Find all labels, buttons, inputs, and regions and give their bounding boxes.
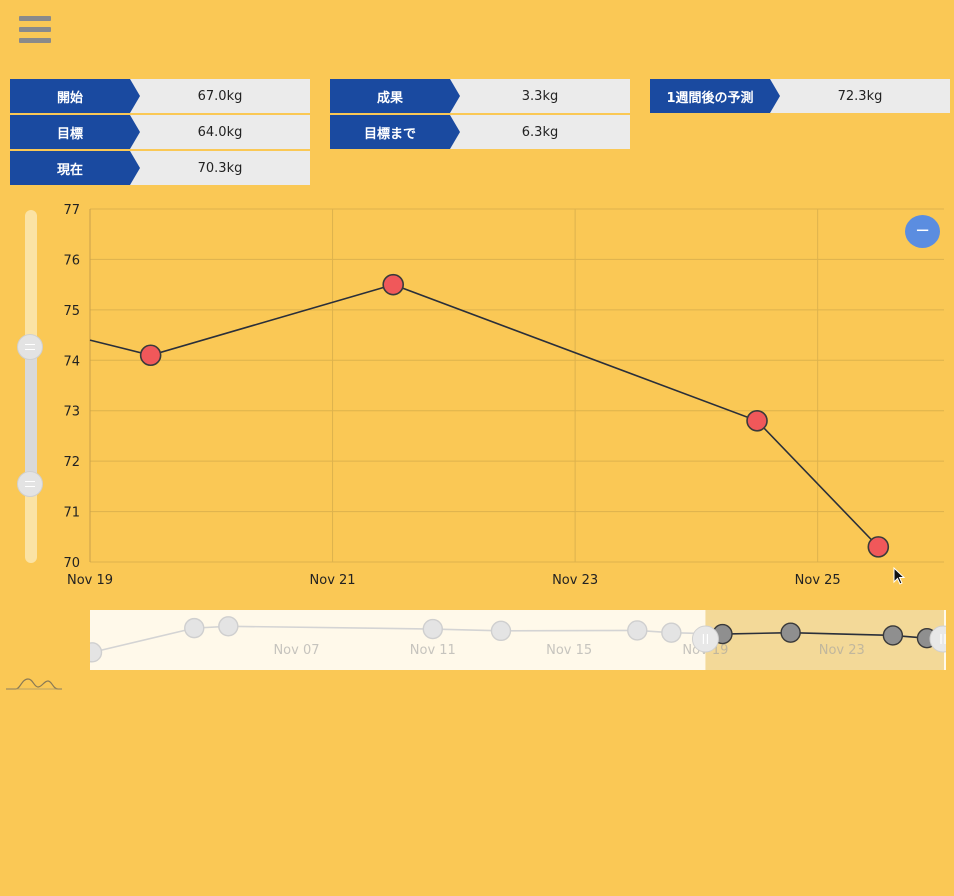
y-range-lower-handle[interactable] <box>17 471 43 497</box>
x-tick-label: Nov 23 <box>552 573 598 588</box>
navigator-tick-label: Nov 07 <box>273 643 319 658</box>
x-tick-label: Nov 19 <box>67 573 113 588</box>
y-tick-label: 72 <box>63 455 80 470</box>
stat-label: 目標まで <box>330 115 460 149</box>
mouse-cursor-icon <box>893 567 906 585</box>
stat-value: 3.3kg <box>450 79 630 113</box>
y-tick-label: 75 <box>63 304 80 319</box>
navigator-point <box>627 620 648 641</box>
y-range-slider[interactable] <box>17 210 43 563</box>
zoom-out-button[interactable]: − <box>905 215 940 248</box>
y-range-selection <box>25 347 37 484</box>
data-point-marker[interactable] <box>867 536 890 558</box>
navigator-left-handle[interactable] <box>691 625 719 653</box>
stat-label: 目標 <box>10 115 140 149</box>
data-point-marker[interactable] <box>746 410 768 432</box>
mini-chart-icon[interactable] <box>6 676 62 692</box>
y-tick-label: 73 <box>63 405 80 420</box>
stat-goal: 目標 64.0kg <box>10 115 310 149</box>
navigator-point <box>422 618 443 640</box>
navigator-point <box>218 616 239 637</box>
stat-forecast: 1週間後の予測 72.3kg <box>650 79 950 113</box>
y-range-upper-handle[interactable] <box>17 334 43 360</box>
navigator-chart[interactable]: Nov 07 Nov 11 Nov 15 Nov 19 Nov 23 <box>90 608 946 672</box>
navigator-right-handle[interactable] <box>929 625 946 653</box>
y-tick-label: 74 <box>63 354 80 369</box>
stat-label: 開始 <box>10 79 140 113</box>
stat-to-goal: 目標まで 6.3kg <box>330 115 630 149</box>
navigator-point-selected <box>882 625 904 646</box>
data-point-marker[interactable] <box>139 344 162 367</box>
y-tick-label: 71 <box>63 506 80 521</box>
navigator-tick-label: Nov 23 <box>819 643 865 658</box>
stat-start: 開始 67.0kg <box>10 79 310 113</box>
hamburger-menu-icon[interactable] <box>19 16 51 48</box>
navigator-point-selected <box>780 622 801 643</box>
stat-value: 67.0kg <box>130 79 310 113</box>
navigator-selected-range[interactable] <box>705 610 944 670</box>
navigator-point <box>490 620 512 642</box>
navigator-point <box>90 642 103 663</box>
navigator-tick-label: Nov 15 <box>546 643 592 658</box>
stat-value: 72.3kg <box>770 79 950 113</box>
stat-value: 70.3kg <box>130 151 310 185</box>
y-tick-label: 76 <box>63 253 80 268</box>
stat-value: 6.3kg <box>450 115 630 149</box>
stat-label: 1週間後の予測 <box>650 79 780 113</box>
navigator-tick-label: Nov 11 <box>410 643 456 658</box>
x-tick-label: Nov 25 <box>795 573 841 588</box>
stat-value: 64.0kg <box>130 115 310 149</box>
stat-label: 現在 <box>10 151 140 185</box>
y-tick-label: 70 <box>63 556 80 571</box>
stat-current: 現在 70.3kg <box>10 151 310 185</box>
data-point-marker[interactable] <box>382 273 404 296</box>
navigator-line-selected <box>722 631 928 639</box>
stat-label: 成果 <box>330 79 460 113</box>
x-tick-label: Nov 21 <box>310 573 356 588</box>
navigator-point <box>184 617 205 639</box>
weight-line-chart[interactable]: 70 71 72 73 74 75 76 77 Nov 19 Nov 21 Nov 23 Nov 25 <box>0 195 954 600</box>
navigator-point <box>661 622 682 643</box>
stat-result: 成果 3.3kg <box>330 79 630 113</box>
y-tick-label: 77 <box>63 203 80 218</box>
